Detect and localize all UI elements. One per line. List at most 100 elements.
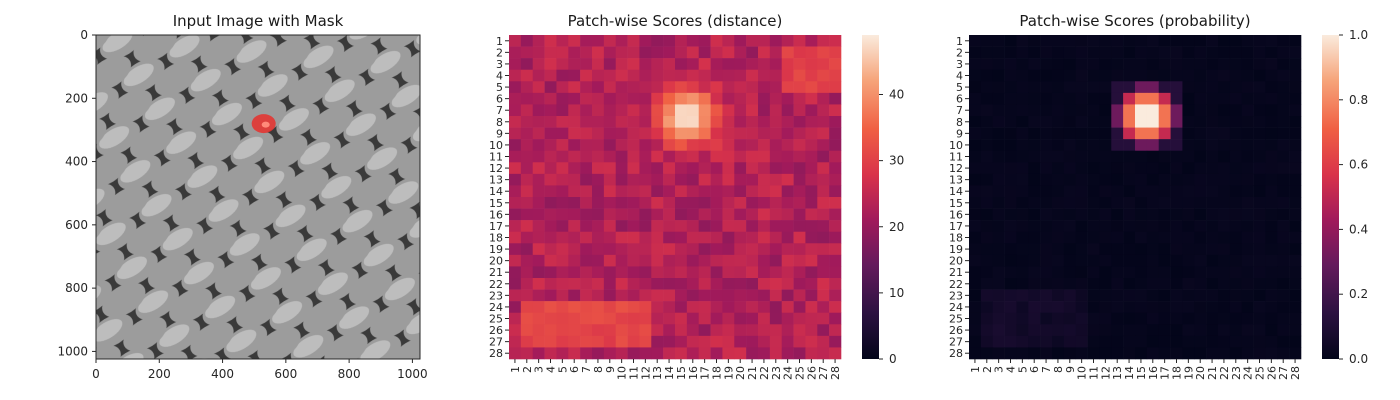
heatmap-cell — [1016, 46, 1029, 59]
heatmap-cell — [1040, 197, 1053, 209]
heatmap-cell — [686, 185, 700, 198]
heatmap-cell — [580, 173, 593, 186]
heatmap-cell — [1158, 35, 1171, 47]
heatmap-cell — [1277, 92, 1290, 105]
row-label: 13 — [949, 174, 963, 187]
heatmap-cell — [1052, 35, 1065, 47]
heatmap-cell — [992, 116, 1005, 128]
heatmap-cell — [722, 243, 735, 256]
heatmap-cell — [675, 35, 688, 47]
heatmap-cell — [969, 231, 982, 244]
heatmap-cell — [1265, 254, 1278, 267]
heatmap-cell — [1289, 289, 1302, 302]
heatmap-cell — [615, 335, 628, 348]
heatmap-cell — [639, 173, 652, 186]
heatmap-cell — [686, 35, 700, 47]
heatmap-cell — [1241, 185, 1254, 198]
heatmap-cell — [1182, 162, 1195, 175]
heatmap-cell — [1004, 139, 1017, 152]
row-label: 5 — [956, 81, 963, 94]
heatmap-cell — [520, 220, 534, 233]
heatmap-cell — [781, 347, 794, 360]
heatmap-cell — [1289, 116, 1302, 128]
heatmap-cell — [580, 81, 593, 94]
heatmap-cell — [969, 347, 982, 360]
heatmap-cell — [1241, 46, 1254, 59]
colorbar-tick-label: 0.0 — [1349, 352, 1368, 366]
heatmap-cell — [829, 220, 842, 233]
heatmap-cell — [580, 92, 593, 105]
heatmap-cell — [698, 173, 711, 186]
heatmap-cell — [1182, 104, 1195, 117]
heatmap-cell — [627, 243, 640, 256]
heatmap-cell — [746, 69, 759, 82]
heatmap-cell — [1004, 266, 1017, 279]
heatmap-cell — [829, 289, 842, 302]
heatmap-cell — [805, 35, 818, 47]
heatmap-cell — [710, 127, 723, 140]
col-label: 14 — [1123, 366, 1136, 380]
heatmap-cell — [1075, 139, 1088, 152]
heatmap-cell — [520, 185, 534, 198]
col-label: 8 — [592, 366, 605, 373]
heatmap-cell — [980, 335, 994, 348]
heatmap-cell — [592, 116, 605, 128]
heatmap-cell — [1004, 127, 1017, 140]
heatmap-cell — [746, 162, 759, 175]
heatmap-cell — [615, 243, 628, 256]
heatmap-cell — [556, 301, 569, 314]
heatmap-cell — [1146, 208, 1160, 221]
heatmap-cell — [1194, 35, 1207, 47]
heatmap-cell — [663, 35, 676, 47]
heatmap-cell — [1158, 185, 1171, 198]
heatmap-cell — [1052, 81, 1065, 94]
heatmap-cell — [1063, 278, 1077, 290]
heatmap-cell — [1253, 335, 1266, 348]
heatmap-cell — [722, 58, 735, 71]
heatmap-cell — [1277, 301, 1290, 314]
colorbar-tick-label: 20 — [889, 220, 904, 234]
heatmap-cell — [980, 81, 994, 94]
heatmap-cell — [615, 162, 628, 175]
row-label: 27 — [949, 336, 963, 349]
heatmap-cell — [746, 58, 759, 71]
col-label: 28 — [829, 366, 842, 380]
heatmap-cell — [1265, 150, 1278, 163]
heatmap-cell — [556, 254, 569, 267]
heatmap-cell — [580, 162, 593, 175]
heatmap-cell — [1028, 104, 1041, 117]
heatmap-cell — [992, 324, 1005, 337]
heatmap-cell — [532, 208, 545, 221]
heatmap-cell — [758, 46, 771, 59]
heatmap-cell — [675, 104, 688, 117]
heatmap-cell — [509, 243, 522, 256]
row-label: 11 — [949, 151, 963, 164]
heatmap-cell — [734, 243, 747, 256]
heatmap-cell — [568, 46, 581, 59]
heatmap-cell — [556, 81, 569, 94]
heatmap-cell — [1289, 301, 1302, 314]
heatmap-cell — [829, 58, 842, 71]
heatmap-cell — [1206, 127, 1219, 140]
heatmap-cell — [758, 185, 771, 198]
heatmap-cell — [580, 197, 593, 209]
heatmap-cell — [663, 150, 676, 163]
heatmap-cell — [1146, 104, 1160, 117]
heatmap-cell — [817, 312, 830, 325]
heatmap-cell — [1253, 150, 1266, 163]
heatmap-cell — [627, 35, 640, 47]
heatmap-cell — [592, 173, 605, 186]
heatmap-cell — [1087, 312, 1100, 325]
heatmap-cell — [651, 278, 664, 290]
heatmap-cell — [627, 69, 640, 82]
col-label: 22 — [758, 366, 771, 380]
heatmap-cell — [710, 69, 723, 82]
heatmap-cell — [781, 312, 794, 325]
y-tick-label: 400 — [65, 155, 88, 169]
heatmap-cell — [1218, 197, 1231, 209]
heatmap-cell — [663, 197, 676, 209]
heatmap-cell — [627, 301, 640, 314]
heatmap-cell — [1289, 243, 1302, 256]
heatmap-cell — [1289, 324, 1302, 337]
heatmap-cell — [758, 81, 771, 94]
